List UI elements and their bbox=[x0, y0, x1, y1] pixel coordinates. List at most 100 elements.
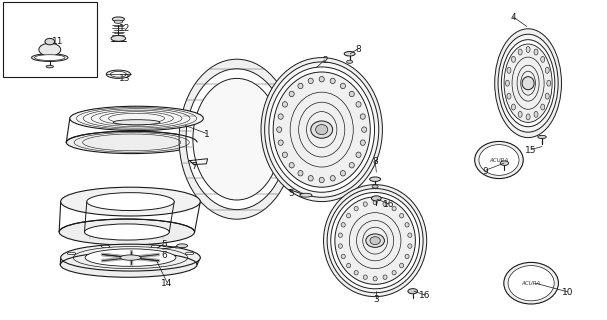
Ellipse shape bbox=[354, 206, 358, 211]
Ellipse shape bbox=[331, 193, 419, 289]
Ellipse shape bbox=[508, 266, 554, 301]
Ellipse shape bbox=[405, 223, 409, 227]
Ellipse shape bbox=[106, 70, 131, 78]
Text: 14: 14 bbox=[161, 279, 172, 288]
Ellipse shape bbox=[534, 111, 538, 117]
Ellipse shape bbox=[87, 193, 174, 211]
Ellipse shape bbox=[327, 188, 423, 293]
Ellipse shape bbox=[341, 254, 345, 259]
Ellipse shape bbox=[363, 202, 367, 206]
Text: 12: 12 bbox=[119, 24, 130, 33]
Ellipse shape bbox=[362, 127, 367, 132]
Ellipse shape bbox=[538, 135, 546, 139]
Text: 6: 6 bbox=[161, 252, 167, 260]
Ellipse shape bbox=[61, 244, 200, 271]
Ellipse shape bbox=[32, 54, 68, 61]
Ellipse shape bbox=[354, 270, 358, 275]
Ellipse shape bbox=[278, 114, 283, 119]
Ellipse shape bbox=[545, 67, 549, 73]
Ellipse shape bbox=[84, 224, 169, 240]
Ellipse shape bbox=[289, 91, 294, 97]
Ellipse shape bbox=[311, 121, 333, 138]
Ellipse shape bbox=[35, 55, 65, 60]
Text: 1: 1 bbox=[203, 130, 209, 139]
Text: 4: 4 bbox=[510, 13, 516, 22]
Ellipse shape bbox=[507, 67, 511, 73]
Ellipse shape bbox=[370, 237, 380, 244]
Text: 9: 9 bbox=[483, 167, 489, 176]
Ellipse shape bbox=[370, 177, 381, 181]
Ellipse shape bbox=[338, 233, 342, 237]
Ellipse shape bbox=[308, 78, 313, 84]
Ellipse shape bbox=[70, 106, 203, 131]
Ellipse shape bbox=[518, 49, 522, 55]
Ellipse shape bbox=[356, 102, 361, 107]
Ellipse shape bbox=[101, 245, 110, 248]
Ellipse shape bbox=[151, 245, 160, 248]
Ellipse shape bbox=[547, 80, 551, 86]
Ellipse shape bbox=[534, 49, 538, 55]
Ellipse shape bbox=[408, 244, 412, 248]
Ellipse shape bbox=[541, 104, 544, 110]
Ellipse shape bbox=[373, 276, 377, 281]
Ellipse shape bbox=[347, 213, 351, 218]
Ellipse shape bbox=[319, 177, 324, 183]
Ellipse shape bbox=[526, 114, 530, 120]
Ellipse shape bbox=[282, 102, 288, 107]
Ellipse shape bbox=[335, 197, 415, 284]
Ellipse shape bbox=[185, 252, 194, 255]
Ellipse shape bbox=[67, 252, 76, 255]
Ellipse shape bbox=[475, 141, 523, 179]
Ellipse shape bbox=[512, 56, 515, 62]
Text: 5: 5 bbox=[161, 240, 167, 249]
Ellipse shape bbox=[59, 219, 195, 245]
Ellipse shape bbox=[408, 233, 412, 237]
Ellipse shape bbox=[344, 52, 355, 56]
Ellipse shape bbox=[179, 59, 294, 219]
Ellipse shape bbox=[300, 193, 312, 197]
Ellipse shape bbox=[114, 20, 123, 23]
Ellipse shape bbox=[500, 161, 509, 165]
Ellipse shape bbox=[341, 171, 345, 176]
Ellipse shape bbox=[113, 120, 160, 125]
Ellipse shape bbox=[498, 34, 558, 132]
Ellipse shape bbox=[308, 176, 313, 181]
Ellipse shape bbox=[363, 275, 367, 279]
Ellipse shape bbox=[383, 202, 387, 206]
Ellipse shape bbox=[512, 104, 515, 110]
Ellipse shape bbox=[324, 185, 427, 297]
Text: 16: 16 bbox=[419, 292, 430, 300]
Ellipse shape bbox=[45, 38, 55, 45]
Ellipse shape bbox=[186, 69, 288, 210]
Ellipse shape bbox=[85, 249, 176, 266]
Text: 13: 13 bbox=[119, 74, 130, 83]
Ellipse shape bbox=[373, 200, 377, 205]
Ellipse shape bbox=[120, 255, 141, 260]
Ellipse shape bbox=[405, 254, 409, 259]
Ellipse shape bbox=[278, 140, 283, 145]
Ellipse shape bbox=[265, 62, 379, 197]
Ellipse shape bbox=[261, 58, 382, 202]
Text: 10: 10 bbox=[562, 288, 573, 297]
Ellipse shape bbox=[360, 114, 365, 119]
Ellipse shape bbox=[495, 29, 561, 138]
Ellipse shape bbox=[504, 44, 552, 122]
Ellipse shape bbox=[408, 289, 418, 294]
Ellipse shape bbox=[316, 124, 328, 135]
Ellipse shape bbox=[330, 176, 335, 181]
Text: 11: 11 bbox=[52, 37, 63, 46]
Ellipse shape bbox=[319, 76, 324, 82]
Text: 15: 15 bbox=[526, 146, 537, 155]
Ellipse shape bbox=[46, 65, 53, 68]
Ellipse shape bbox=[522, 77, 534, 90]
Bar bbox=[3, 2, 97, 77]
Ellipse shape bbox=[341, 223, 345, 227]
Ellipse shape bbox=[360, 140, 365, 145]
Ellipse shape bbox=[392, 206, 396, 211]
Ellipse shape bbox=[506, 80, 509, 86]
Ellipse shape bbox=[338, 244, 342, 248]
Text: ACURA: ACURA bbox=[521, 281, 541, 286]
Ellipse shape bbox=[347, 60, 353, 63]
Ellipse shape bbox=[110, 71, 126, 77]
Ellipse shape bbox=[111, 36, 126, 41]
